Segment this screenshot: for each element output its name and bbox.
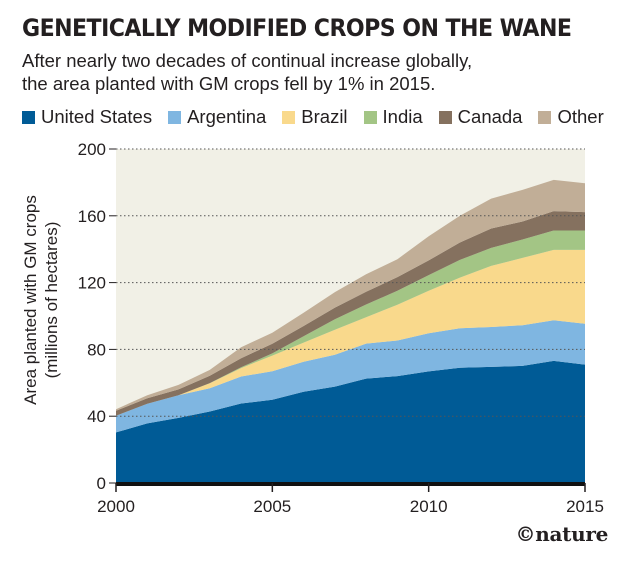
x-tick-label-2000: 2000 — [97, 497, 135, 516]
chart-subtitle: After nearly two decades of continual in… — [22, 49, 612, 95]
subtitle-line-2: the area planted with GM crops fell by 1… — [22, 73, 436, 94]
y-axis-label-line-2: (millions of hectares) — [42, 221, 61, 379]
x-tick-label-2005: 2005 — [253, 497, 291, 516]
y-axis-label-line-1: Area planted with GM crops — [21, 195, 40, 405]
area-canada — [116, 211, 585, 416]
chart-legend: United States Argentina Brazil India Canada O… — [22, 106, 604, 128]
legend-label: Argentina — [187, 106, 267, 127]
legend-label: Canada — [457, 106, 523, 127]
y-tick-label-0: 0 — [97, 474, 106, 493]
legend-item-brazil: Brazil — [282, 106, 348, 128]
area-other — [116, 179, 585, 411]
legend-swatch-canada — [438, 110, 452, 124]
x-tick-label-2015: 2015 — [566, 497, 604, 516]
y-tick-label-40: 40 — [87, 407, 106, 426]
legend-item-other: Other — [538, 106, 604, 128]
legend-item-united-states: United States — [22, 106, 152, 128]
y-tick-label-80: 80 — [87, 340, 106, 359]
y-tick-label-120: 120 — [78, 274, 106, 293]
y-tick-label-160: 160 — [78, 207, 106, 226]
area-united-states — [116, 360, 585, 483]
subtitle-line-1: After nearly two decades of continual in… — [22, 50, 473, 71]
legend-swatch-india — [363, 110, 377, 124]
chart-title: GENETICALLY MODIFIED CROPS ON THE WANE — [22, 14, 572, 42]
nature-logo: ©nature — [515, 522, 609, 546]
legend-label: Brazil — [301, 106, 348, 127]
legend-item-argentina: Argentina — [168, 106, 266, 128]
legend-label: India — [382, 106, 423, 127]
legend-label: United States — [41, 106, 153, 127]
legend-swatch-other — [538, 110, 552, 124]
area-brazil — [116, 249, 585, 416]
area-india — [116, 230, 585, 416]
area-argentina — [116, 320, 585, 433]
legend-swatch-argentina — [168, 110, 182, 124]
legend-item-canada: Canada — [438, 106, 523, 128]
legend-item-india: India — [363, 106, 423, 128]
y-tick-label-200: 200 — [78, 140, 106, 159]
legend-label: Other — [557, 106, 604, 127]
legend-swatch-brazil — [282, 110, 296, 124]
y-axis-label: Area planted with GM crops (millions of … — [20, 170, 62, 430]
legend-swatch-united-states — [22, 110, 35, 124]
x-tick-label-2010: 2010 — [410, 497, 448, 516]
